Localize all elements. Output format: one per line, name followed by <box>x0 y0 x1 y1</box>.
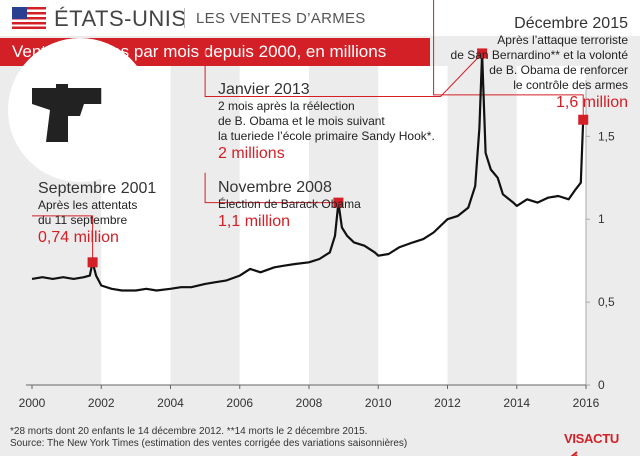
x-tick-label: 2012 <box>434 396 461 410</box>
header-divider <box>184 8 185 28</box>
annotation-jan2013: Janvier 2013 2 mois après la réélection … <box>218 80 435 164</box>
highlight-marker <box>87 257 98 268</box>
visactu-logo: VISACTU <box>564 430 628 456</box>
highlight-marker <box>333 197 344 208</box>
plot-bands <box>101 66 586 385</box>
y-tick-label: 1,5 <box>598 129 615 143</box>
y-tick-label: 0 <box>598 378 605 392</box>
annotation-date: Novembre 2008 <box>218 179 332 196</box>
highlight-marker <box>477 48 488 59</box>
x-tick-label: 2006 <box>226 396 253 410</box>
year-band <box>239 66 309 385</box>
x-tick-label: 2016 <box>573 396 600 410</box>
section-title: LES VENTES D’ARMES <box>196 10 366 27</box>
year-band <box>516 66 586 385</box>
annotation-line: le contrôle des armes <box>513 78 628 92</box>
x-tick-label: 2014 <box>503 396 530 410</box>
x-tick-label: 2008 <box>296 396 323 410</box>
annotation-leader <box>204 38 483 97</box>
logo-text: VISACTU <box>564 431 619 446</box>
annotation-date: Septembre 2001 <box>38 180 157 197</box>
y-axis: 0 0,5 1 1,5 <box>585 80 615 392</box>
country-title: ÉTATS-UNIS <box>54 6 187 31</box>
footer: *28 morts dont 20 enfants le 14 décembre… <box>10 426 407 450</box>
annotation-leaders <box>32 0 584 263</box>
annotation-value: 2 millions <box>218 145 285 162</box>
annotation-sep2001: Septembre 2001 Après les attentats du 11… <box>38 179 156 248</box>
us-flag-icon <box>12 7 46 29</box>
annotation-nov2008: Novembre 2008 Élection de Barack Obama 1… <box>218 178 361 232</box>
year-band <box>101 66 171 385</box>
annotation-value: 1,6 million <box>555 94 628 111</box>
annotation-value: 1,1 million <box>218 213 291 230</box>
highlight-markers <box>87 48 589 268</box>
x-tick-label: 2000 <box>19 396 46 410</box>
annotation-line: du 11 septembre <box>38 213 128 227</box>
source-note: Source: The New York Times (estimation d… <box>10 438 408 449</box>
annotation-line: Après l’attaque terroriste <box>497 33 628 47</box>
annotation-line: Élection de Barack Obama <box>218 197 361 211</box>
y-tick-label: 1 <box>598 212 605 226</box>
highlight-marker <box>578 114 589 125</box>
annotation-line: la tueriede l’école primaire Sandy Hook*… <box>218 129 435 143</box>
x-tick-label: 2010 <box>365 396 392 410</box>
annotation-leader <box>204 172 339 204</box>
y-tick-label: 0,5 <box>598 295 615 309</box>
footnote: *28 morts dont 20 enfants le 14 décembre… <box>10 426 368 437</box>
annotation-line: de San Bernardino** et la volonté <box>450 48 628 62</box>
x-tick-label: 2002 <box>88 396 115 410</box>
x-axis: 2000 2002 2004 2006 2008 2010 2012 2014 2016 <box>19 384 600 410</box>
annotation-date: Décembre 2015 <box>514 15 628 32</box>
annotation-line: de B. Obama de renforcer <box>489 63 628 77</box>
annotation-leader <box>433 0 584 120</box>
annotation-leader <box>32 215 94 263</box>
year-band <box>378 66 448 385</box>
annotation-dec2015: Décembre 2015 Après l’attaque terroriste… <box>451 14 628 113</box>
x-tick-label: 2004 <box>157 396 184 410</box>
annotation-line: de B. Obama et le mois suivant <box>218 114 385 128</box>
annotation-line: Après les attentats <box>38 198 138 212</box>
header-bar: ÉTATS-UNIS LES VENTES D’ARMES <box>0 0 640 36</box>
annotation-date: Janvier 2013 <box>218 81 310 98</box>
annotation-line: 2 mois après la réélection <box>218 99 355 113</box>
logo-mark-icon <box>570 450 578 456</box>
annotation-value: 0,74 million <box>38 229 119 246</box>
